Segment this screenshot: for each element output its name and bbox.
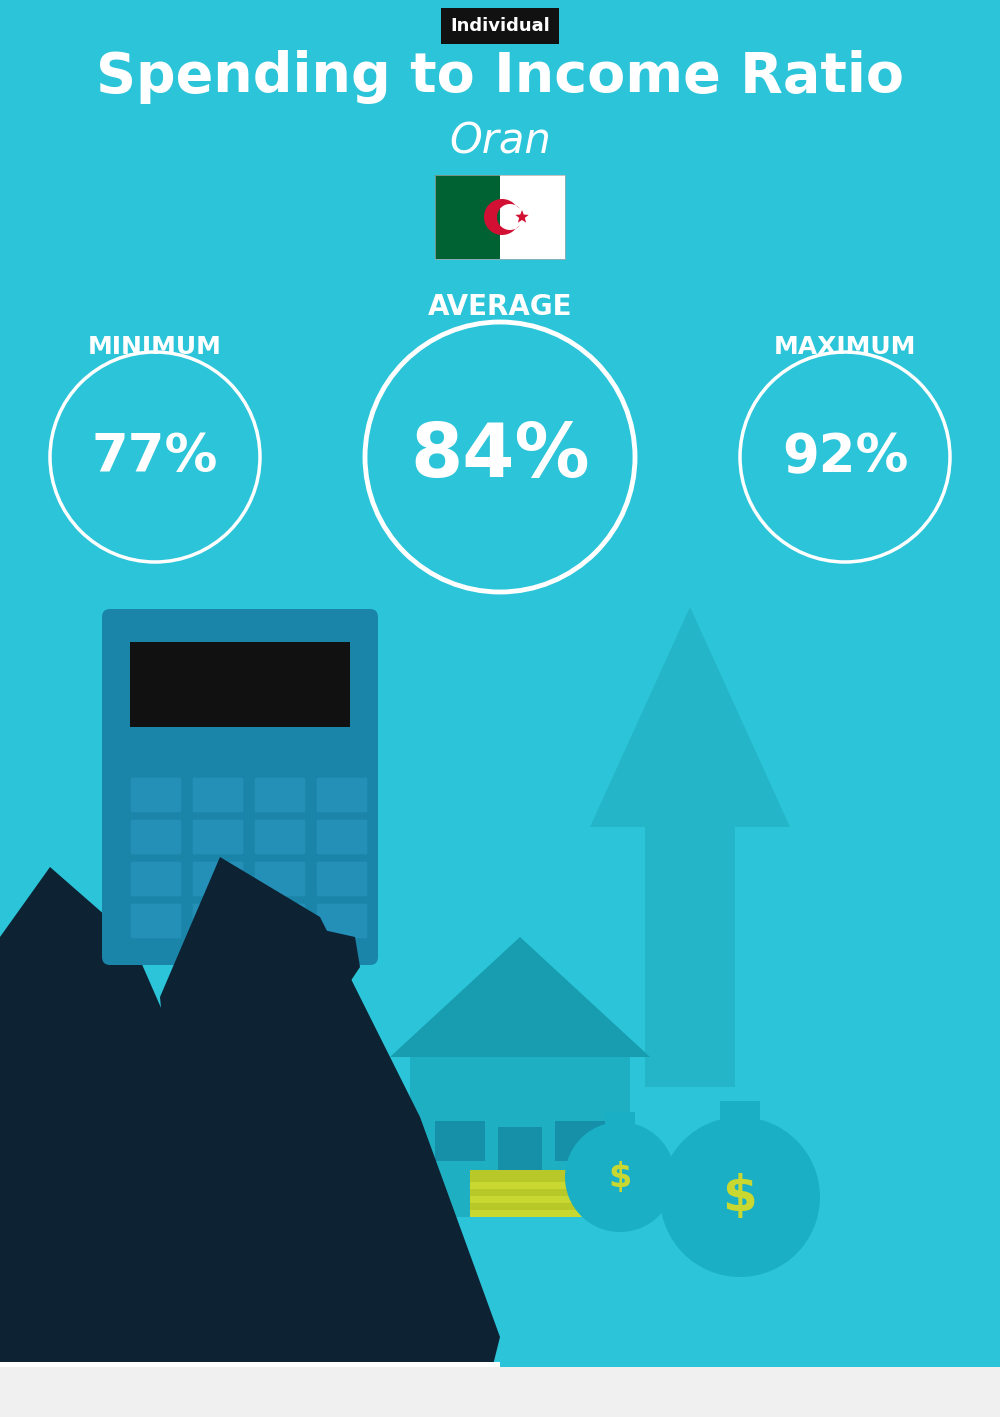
- Bar: [0, 1367, 1000, 1417]
- FancyBboxPatch shape: [254, 777, 306, 813]
- Polygon shape: [120, 1362, 500, 1417]
- Polygon shape: [280, 927, 360, 998]
- FancyBboxPatch shape: [192, 777, 244, 813]
- FancyBboxPatch shape: [192, 819, 244, 854]
- Text: $: $: [723, 1173, 757, 1221]
- Bar: [470, 1197, 590, 1210]
- FancyBboxPatch shape: [316, 903, 368, 939]
- Text: 77%: 77%: [92, 431, 218, 483]
- Polygon shape: [225, 626, 365, 1007]
- FancyBboxPatch shape: [316, 862, 368, 897]
- Bar: [470, 1192, 590, 1203]
- Bar: [720, 1101, 760, 1129]
- Polygon shape: [484, 198, 520, 235]
- Bar: [470, 1185, 590, 1196]
- Bar: [605, 1112, 635, 1132]
- FancyBboxPatch shape: [102, 609, 378, 965]
- FancyBboxPatch shape: [192, 903, 244, 939]
- Circle shape: [565, 1122, 675, 1231]
- Text: 92%: 92%: [782, 431, 908, 483]
- FancyBboxPatch shape: [254, 862, 306, 897]
- Polygon shape: [120, 857, 500, 1417]
- Text: 84%: 84%: [410, 421, 590, 493]
- Bar: [435, 1121, 485, 1161]
- Bar: [470, 1178, 590, 1189]
- Bar: [130, 642, 350, 727]
- Bar: [470, 1170, 590, 1182]
- Text: Individual: Individual: [450, 17, 550, 35]
- FancyBboxPatch shape: [130, 903, 182, 939]
- Text: MAXIMUM: MAXIMUM: [774, 334, 916, 359]
- Polygon shape: [590, 606, 790, 1087]
- Bar: [435, 176, 565, 259]
- Polygon shape: [515, 210, 529, 222]
- Bar: [500, 176, 565, 259]
- Bar: [435, 176, 500, 259]
- Bar: [470, 1204, 590, 1217]
- Bar: [555, 1121, 605, 1161]
- FancyBboxPatch shape: [130, 777, 182, 813]
- Polygon shape: [0, 867, 260, 1417]
- Text: MINIMUM: MINIMUM: [88, 334, 222, 359]
- Text: $: $: [608, 1161, 632, 1193]
- Polygon shape: [390, 937, 650, 1057]
- FancyBboxPatch shape: [254, 903, 306, 939]
- Text: AVERAGE: AVERAGE: [428, 293, 572, 322]
- Circle shape: [660, 1117, 820, 1277]
- Text: Oran: Oran: [449, 120, 551, 163]
- FancyBboxPatch shape: [130, 819, 182, 854]
- Text: Spending to Income Ratio: Spending to Income Ratio: [96, 50, 904, 103]
- FancyBboxPatch shape: [254, 819, 306, 854]
- Polygon shape: [0, 1362, 230, 1417]
- Bar: [410, 1057, 630, 1217]
- FancyBboxPatch shape: [130, 862, 182, 897]
- FancyBboxPatch shape: [316, 777, 368, 813]
- FancyBboxPatch shape: [192, 862, 244, 897]
- FancyBboxPatch shape: [316, 819, 368, 854]
- Bar: [498, 1127, 542, 1217]
